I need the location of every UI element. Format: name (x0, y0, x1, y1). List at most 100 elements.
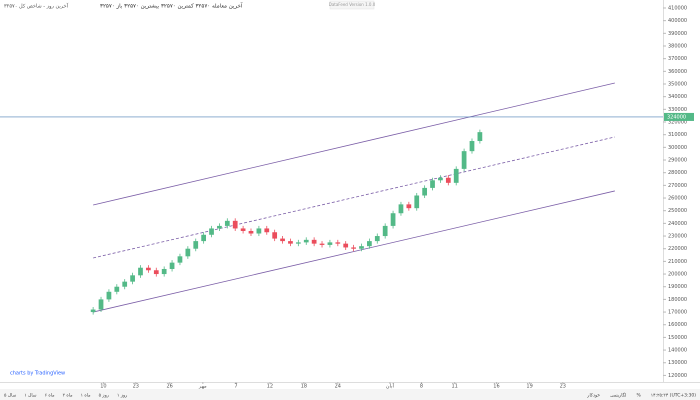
candle-body (106, 291, 112, 300)
candle-body (272, 232, 278, 239)
toolbar-button[interactable]: ۶ ماه (45, 394, 56, 399)
candle-body (398, 204, 404, 214)
y-tick-label: 380000 (668, 43, 687, 49)
header-ohlc: ۳۲۵۷۰ آخرین معامله ۳۲۵۷۰ کمترین ۳۲۵۷۰ بی… (100, 3, 243, 10)
toolbar-button[interactable]: ۱ روز (117, 394, 127, 399)
y-tick-label: 260000 (668, 196, 687, 202)
x-tick-label: 19 (526, 384, 532, 390)
x-tick-label: 18 (301, 384, 307, 390)
toolbar-control[interactable]: خودکار (586, 393, 600, 399)
channel-line (93, 82, 615, 206)
toolbar-button[interactable]: ۳ ماه (63, 393, 74, 399)
candle-body (319, 243, 325, 245)
bottom-toolbar (0, 389, 700, 400)
y-tick-label: 400000 (668, 18, 687, 24)
candle-body (209, 228, 214, 235)
candle-body (201, 234, 207, 242)
candle-body (193, 241, 199, 249)
candle-body (438, 177, 443, 181)
candle-body (311, 239, 317, 244)
candle-body (280, 238, 285, 242)
y-tick-label: 170000 (668, 310, 687, 316)
candle-body (288, 241, 293, 244)
candle-body (114, 286, 120, 292)
candle-body (264, 228, 270, 233)
y-tick-label: 270000 (668, 183, 687, 189)
watermark-box (329, 0, 375, 10)
toolbar-button[interactable]: ۱ ماه (81, 394, 92, 399)
y-tick-label: 340000 (668, 94, 687, 100)
candle-body (138, 267, 143, 276)
y-tick-label: 410000 (668, 5, 687, 11)
channel-line (93, 190, 615, 313)
candle-body (406, 204, 412, 209)
x-tick-label: 8 (420, 384, 423, 390)
channel-line (93, 136, 615, 259)
y-tick-label: 330000 (668, 107, 687, 113)
toolbar-button[interactable]: ۵ روز (99, 394, 109, 399)
x-tick-label: مهر (198, 384, 207, 390)
candle-body (414, 195, 420, 209)
price-label: 324000 (667, 114, 686, 120)
y-tick-label: 140000 (668, 348, 687, 354)
candle-body (185, 248, 191, 257)
y-tick-label: 200000 (668, 272, 687, 278)
x-tick-label: 16 (493, 384, 499, 390)
y-tick-label: 370000 (668, 56, 687, 62)
candle-body (343, 243, 349, 248)
y-tick-label: 180000 (668, 297, 687, 303)
candle-body (146, 267, 151, 271)
candle-body (90, 309, 96, 313)
x-tick-label: 11 (451, 384, 457, 390)
toolbar-button[interactable]: ۱ سال (24, 394, 37, 399)
candle-body (169, 262, 175, 269)
x-tick-label: آبان (386, 383, 395, 390)
candle-body (217, 225, 222, 229)
y-tick-label: 210000 (668, 259, 687, 265)
x-tick-label: 10 (100, 384, 106, 390)
y-tick-label: 130000 (668, 360, 687, 366)
candle-body (248, 230, 254, 234)
toolbar-button[interactable]: ۵ سال (4, 394, 17, 399)
candle-body (335, 242, 341, 244)
y-tick-label: 390000 (668, 31, 687, 37)
x-tick-label: 12 (267, 384, 273, 390)
candle-body (453, 168, 459, 183)
candle-body (232, 220, 238, 229)
candle-body (161, 268, 167, 275)
y-tick-label: 320000 (668, 120, 687, 126)
y-tick-label: 190000 (668, 284, 687, 290)
candle-body (367, 241, 372, 247)
candle-body (177, 256, 183, 263)
y-tick-label: 250000 (668, 208, 687, 214)
candle-body (445, 177, 451, 183)
candle-body (359, 246, 364, 249)
candle-body (240, 228, 246, 231)
candle-body (327, 242, 333, 245)
y-tick-label: 120000 (668, 373, 687, 379)
candle-body (430, 180, 435, 188)
x-tick-label: 7 (234, 384, 237, 390)
x-tick-label: 23 (133, 384, 139, 390)
candle-body (390, 213, 396, 226)
candle-body (477, 132, 483, 142)
toolbar-control[interactable]: لگاریتمی (610, 392, 626, 399)
y-tick-label: 350000 (668, 82, 687, 88)
candle-body (382, 225, 388, 237)
candle-body (351, 247, 356, 249)
candle-body (98, 299, 104, 310)
candle-body (422, 187, 428, 196)
candle-body (295, 242, 301, 244)
y-tick-label: 230000 (668, 234, 687, 240)
y-tick-label: 290000 (668, 158, 687, 164)
price-label-box (664, 112, 694, 121)
toolbar-control[interactable]: ۱۴:۲۵:۳۴ (UTC+3:30) (651, 393, 697, 399)
toolbar-control[interactable]: % (636, 393, 641, 399)
candle-body (256, 228, 262, 234)
branding[interactable]: charts by TradingView (10, 371, 65, 377)
x-tick-label: 23 (560, 384, 566, 390)
candle-body (130, 275, 135, 282)
x-tick-label: 26 (167, 384, 173, 390)
candle-body (461, 151, 467, 169)
